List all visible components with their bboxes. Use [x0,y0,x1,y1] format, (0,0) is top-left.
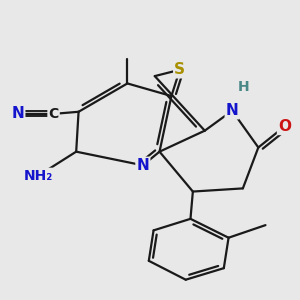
Text: N: N [226,103,239,118]
Text: S: S [174,62,185,77]
Text: O: O [278,119,291,134]
Text: H: H [238,80,250,94]
Text: NH₂: NH₂ [23,169,53,183]
Text: N: N [11,106,24,122]
Text: C: C [48,107,59,121]
Text: N: N [136,158,149,173]
